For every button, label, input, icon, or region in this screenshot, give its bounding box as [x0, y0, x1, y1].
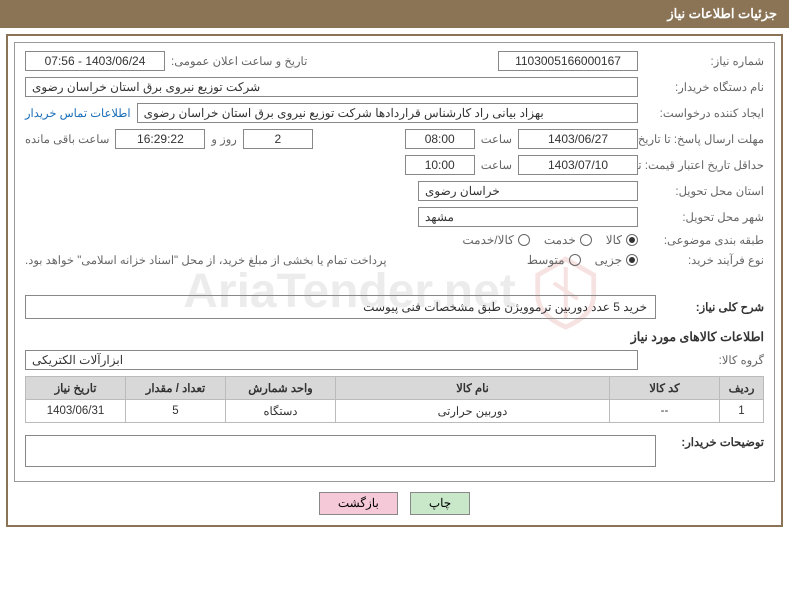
- classification-label: طبقه بندی موضوعی:: [644, 233, 764, 247]
- city-value: مشهد: [418, 207, 638, 227]
- th-qty: تعداد / مقدار: [126, 377, 226, 400]
- outer-frame: شماره نیاز: 1103005166000167 تاریخ و ساع…: [6, 34, 783, 527]
- requester-value: بهزاد بیانی راد کارشناس قراردادها شرکت ت…: [137, 103, 638, 123]
- th-unit: واحد شمارش: [226, 377, 336, 400]
- deadline-date: 1403/06/27: [518, 129, 638, 149]
- page-header: جزئیات اطلاعات نیاز: [0, 0, 789, 28]
- time-label-1: ساعت: [481, 132, 512, 146]
- goods-table: ردیف کد کالا نام کالا واحد شمارش تعداد /…: [25, 376, 764, 423]
- remaining-label: ساعت باقی مانده: [25, 132, 109, 146]
- radio-service[interactable]: [580, 234, 592, 246]
- goods-info-title: اطلاعات کالاهای مورد نیاز: [25, 329, 764, 344]
- announce-value: 1403/06/24 - 07:56: [25, 51, 165, 71]
- validity-time: 10:00: [405, 155, 475, 175]
- deadline-label: مهلت ارسال پاسخ: تا تاریخ:: [644, 132, 764, 146]
- buyer-org-value: شرکت توزیع نیروی برق استان خراسان رضوی: [25, 77, 638, 97]
- buyer-notes-box: [25, 435, 656, 467]
- requester-label: ایجاد کننده درخواست:: [644, 106, 764, 120]
- deadline-time: 08:00: [405, 129, 475, 149]
- buyer-notes-label: توضیحات خریدار:: [662, 435, 764, 449]
- purchase-type-label: نوع فرآیند خرید:: [644, 253, 764, 267]
- days-remaining: 2: [243, 129, 313, 149]
- th-name: نام کالا: [336, 377, 610, 400]
- announce-label: تاریخ و ساعت اعلان عمومی:: [171, 54, 307, 68]
- page-title: جزئیات اطلاعات نیاز: [667, 6, 777, 21]
- classification-radios: کالا خدمت کالا/خدمت: [462, 233, 638, 247]
- radio-minor[interactable]: [626, 254, 638, 266]
- buyer-org-label: نام دستگاه خریدار:: [644, 80, 764, 94]
- need-number-value: 1103005166000167: [498, 51, 638, 71]
- province-value: خراسان رضوی: [418, 181, 638, 201]
- th-date: تاریخ نیاز: [26, 377, 126, 400]
- day-and-label: روز و: [211, 132, 236, 146]
- validity-label: حداقل تاریخ اعتبار قیمت: تا تاریخ:: [644, 158, 764, 172]
- footer-buttons: چاپ بازگشت: [14, 482, 775, 519]
- radio-medium[interactable]: [569, 254, 581, 266]
- radio-goods-service[interactable]: [518, 234, 530, 246]
- back-button[interactable]: بازگشت: [319, 492, 398, 515]
- table-row: 1 -- دوربین حرارتی دستگاه 5 1403/06/31: [26, 400, 764, 423]
- th-row: ردیف: [720, 377, 764, 400]
- city-label: شهر محل تحویل:: [644, 210, 764, 224]
- goods-group-label: گروه کالا:: [644, 353, 764, 367]
- contact-link[interactable]: اطلاعات تماس خریدار: [25, 106, 131, 120]
- validity-date: 1403/07/10: [518, 155, 638, 175]
- details-panel: شماره نیاز: 1103005166000167 تاریخ و ساع…: [14, 42, 775, 482]
- print-button[interactable]: چاپ: [410, 492, 470, 515]
- general-desc-label: شرح کلی نیاز:: [662, 300, 764, 314]
- purchase-type-radios: جزیی متوسط: [527, 253, 638, 267]
- radio-goods[interactable]: [626, 234, 638, 246]
- province-label: استان محل تحویل:: [644, 184, 764, 198]
- payment-note: پرداخت تمام یا بخشی از مبلغ خرید، از محل…: [25, 253, 387, 267]
- general-desc-value: خرید 5 عدد دوربین ترموویژن طبق مشخصات فن…: [25, 295, 656, 319]
- countdown: 16:29:22: [115, 129, 205, 149]
- need-number-label: شماره نیاز:: [644, 54, 764, 68]
- time-label-2: ساعت: [481, 158, 512, 172]
- th-code: کد کالا: [610, 377, 720, 400]
- goods-group-value: ابزارآلات الکتریکی: [25, 350, 638, 370]
